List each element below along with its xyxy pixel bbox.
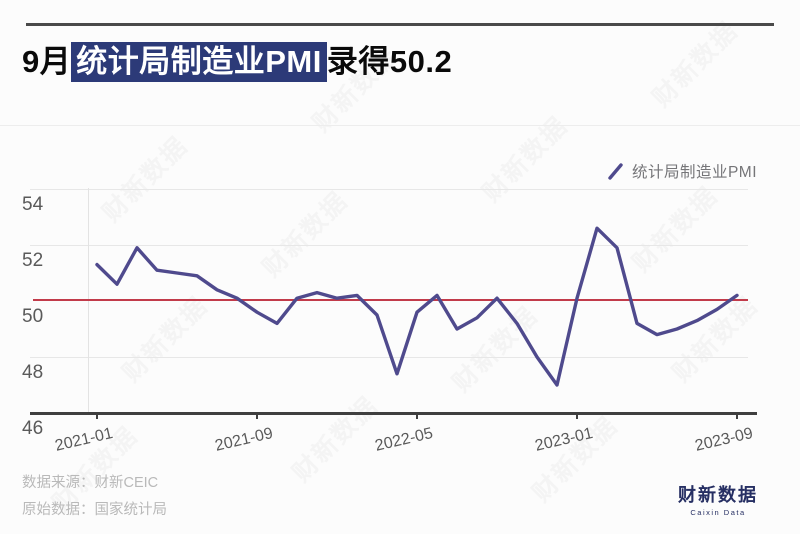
y-axis-label-52: 52 xyxy=(22,250,44,271)
legend-line-icon xyxy=(608,162,623,180)
pmi-polyline xyxy=(95,226,739,387)
gridline-48 xyxy=(30,356,748,358)
x-tick-2021-09 xyxy=(256,415,258,419)
y-axis-label-54: 54 xyxy=(22,194,44,215)
top-rule xyxy=(26,23,774,26)
gridline-54 xyxy=(30,188,748,190)
original-data-line: 原始数据：国家统计局 xyxy=(22,502,167,518)
legend: 统计局制造业PMI xyxy=(607,160,757,182)
x-axis-label-2021-01: 2021-01 xyxy=(53,425,115,455)
x-axis-label-2022-05: 2022-05 xyxy=(373,425,435,455)
reference-line-50 xyxy=(33,299,748,301)
x-tick-2023-09 xyxy=(736,415,738,419)
x-tick-2023-01 xyxy=(576,415,578,419)
y-axis-label-48: 48 xyxy=(22,362,44,383)
x-axis-label-2023-09: 2023-09 xyxy=(693,425,755,455)
title-suffix: 录得50.2 xyxy=(326,44,453,79)
data-source-line: 数据来源：财新CEIC xyxy=(22,475,159,491)
gridline-52 xyxy=(30,244,748,246)
x-axis-line xyxy=(30,412,757,415)
caixin-logo: 财新数据 Caixin Data xyxy=(678,481,758,517)
logo-cn-text: 财新数据 xyxy=(678,485,758,505)
y-axis-label-50: 50 xyxy=(22,306,44,327)
x-axis-label-2021-09: 2021-09 xyxy=(213,425,275,455)
x-tick-2022-05 xyxy=(416,415,418,419)
source-notes: 数据来源：财新CEIC 原始数据：国家统计局 xyxy=(22,470,167,524)
x-axis-label-2023-01: 2023-01 xyxy=(533,425,595,455)
x-tick-2021-01 xyxy=(96,415,98,419)
title-prefix: 9月 xyxy=(22,44,72,79)
y-axis-label-46: 46 xyxy=(22,418,44,439)
legend-label: 统计局制造业PMI xyxy=(631,164,757,181)
chart-title: 9月 统计局制造业PMI 录得50.2 xyxy=(22,36,453,82)
section-divider xyxy=(0,125,800,126)
logo-en-text: Caixin Data xyxy=(690,508,746,517)
title-highlight: 统计局制造业PMI xyxy=(71,42,327,82)
